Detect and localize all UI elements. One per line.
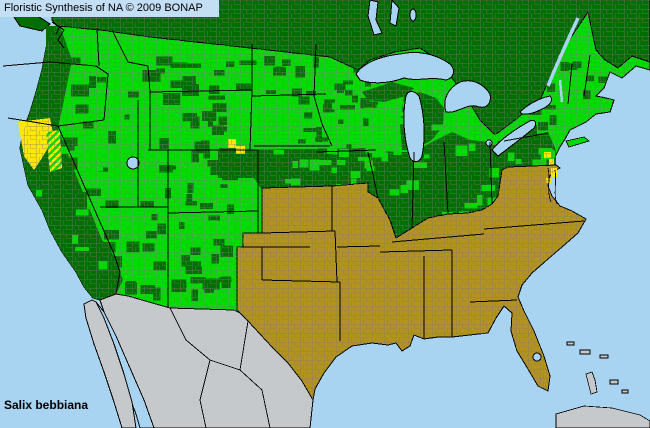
lake-okeechobee	[532, 352, 542, 362]
chesapeake-bay	[547, 167, 558, 205]
great-lakes	[126, 0, 553, 362]
mexico-region	[83, 293, 314, 428]
map-title-box: Floristic Synthesis of NA © 2009 BONAP	[0, 0, 219, 17]
lake-champlain	[558, 79, 564, 103]
species-name-label: Salix bebbiana	[4, 398, 89, 412]
st-lawrence-river	[546, 17, 580, 87]
islands	[555, 341, 650, 428]
lake-ontario	[519, 95, 553, 115]
lake-michigan	[403, 91, 425, 163]
lake-manitoba	[389, 0, 400, 27]
great-salt-lake	[126, 156, 140, 170]
lake-st-clair	[485, 139, 493, 147]
lake-winnipeg	[367, 0, 383, 36]
mexico-state-lines	[169, 307, 271, 428]
andros-island	[585, 371, 598, 395]
long-island	[565, 136, 590, 148]
lake-superior	[355, 51, 454, 84]
state-borders	[2, 21, 591, 341]
lake-huron	[444, 80, 491, 113]
lake-erie	[491, 119, 537, 157]
baja-california	[83, 299, 137, 428]
cuba	[555, 405, 650, 428]
map-title: Floristic Synthesis of NA © 2009 BONAP	[4, 2, 203, 14]
